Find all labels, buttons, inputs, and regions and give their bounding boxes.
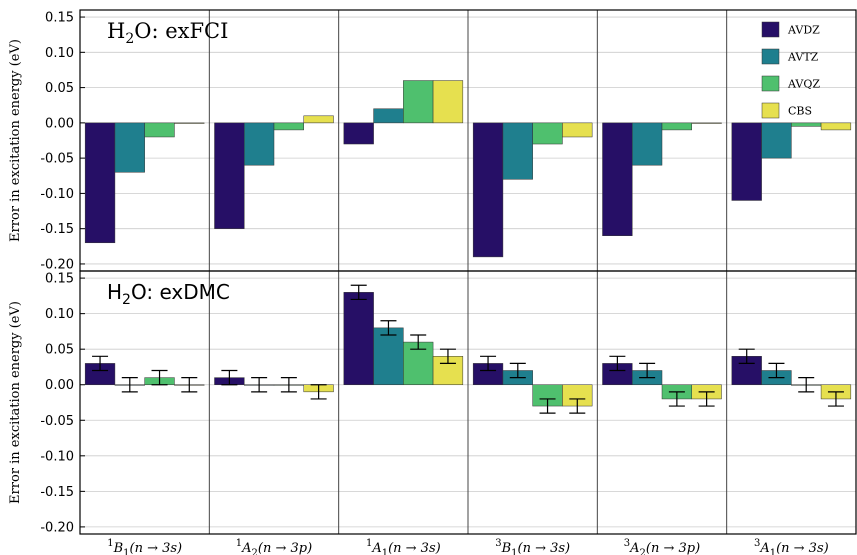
- term-multiplicity: 1: [236, 538, 242, 549]
- x-tick-label: 3A2(n → 3p): [624, 538, 700, 555]
- transition: (n → 3s): [130, 541, 183, 555]
- bar-cbs-4: [691, 122, 722, 124]
- legend-label: AVDZ: [787, 24, 820, 37]
- bar-avqz-4: [661, 122, 692, 131]
- panel-exfci: 0.15 0.10 0.05 0.00 -0.05 -0.10 -0.15 -0.20 H2O:…: [8, 9, 857, 272]
- title-post: O: exDMC: [131, 280, 230, 304]
- transition: (n → 3s): [776, 541, 829, 555]
- term-symbol: A: [371, 541, 381, 555]
- transition: (n → 3p): [646, 541, 700, 555]
- y-tick-label: 0.10: [45, 307, 74, 322]
- y-tick-label: 0.00: [45, 116, 74, 131]
- y-tick-label: 0.15: [45, 11, 74, 26]
- term-multiplicity: 3: [754, 538, 760, 549]
- bar-avqz-3: [532, 122, 563, 145]
- title-pre: H: [107, 280, 122, 304]
- y-tick-label: -0.05: [40, 152, 74, 167]
- legend-swatch-avtz: [761, 48, 780, 65]
- bar-avtz-5: [761, 122, 792, 159]
- bar-avqz-1: [273, 122, 304, 131]
- title-pre: H: [107, 19, 125, 43]
- bar-avdz-4: [602, 122, 633, 236]
- term-symbol: B: [501, 541, 512, 555]
- legend-label: AVQZ: [787, 78, 820, 91]
- legend-swatch-avdz: [761, 21, 780, 38]
- term-symbol: A: [759, 541, 769, 555]
- y-tick-label: -0.10: [40, 449, 74, 464]
- term-multiplicity: 3: [624, 538, 630, 549]
- term-multiplicity: 1: [366, 538, 372, 549]
- legend-label: AVTZ: [787, 51, 819, 64]
- y-tick-label: -0.15: [40, 485, 74, 500]
- term-multiplicity: 3: [495, 538, 501, 549]
- bar-avdz-2: [343, 122, 374, 145]
- x-tick-label: 3A1(n → 3s): [754, 538, 829, 555]
- legend-swatch-avqz: [761, 75, 780, 92]
- x-tick-label: 3B1(n → 3s): [495, 538, 570, 555]
- term-subscript: 1: [770, 548, 776, 555]
- bar-cbs-3: [562, 122, 593, 138]
- term-symbol: A: [241, 541, 251, 555]
- bar-avtz-4: [632, 122, 663, 166]
- bar-cbs-5: [820, 122, 852, 131]
- legend-label: CBS: [788, 105, 812, 118]
- legend: AVDZ AVTZ AVQZ CBS: [761, 21, 820, 119]
- panel-title: H2O: exFCI: [107, 19, 228, 47]
- bar-avtz-1: [244, 122, 275, 166]
- bar-avqz-5: [791, 122, 822, 127]
- term-subscript: 1: [382, 548, 388, 555]
- bar-avdz-0: [84, 122, 116, 244]
- bar-avdz-2: [343, 292, 374, 385]
- y-tick-label: -0.20: [40, 257, 74, 272]
- bar-avdz-1: [214, 122, 245, 229]
- term-subscript: 2: [252, 548, 258, 555]
- bar-avqz-0: [144, 122, 175, 138]
- y-tick-label: -0.10: [40, 187, 74, 202]
- panel-exdmc: 0.15 0.10 0.05 0.00 -0.05 -0.10 -0.15 -0.20 H2O:…: [8, 270, 857, 535]
- bar-avdz-3: [472, 122, 504, 258]
- bar-avtz-2: [373, 327, 404, 385]
- y-tick-label: 0.05: [45, 81, 74, 96]
- y-tick-label: 0.00: [45, 378, 74, 393]
- legend-swatch-cbs: [761, 102, 780, 119]
- transition: (n → 3p): [258, 541, 312, 555]
- bar-avqz-2: [403, 80, 434, 124]
- bar-avdz-5: [731, 122, 762, 201]
- y-tick-label: -0.15: [40, 222, 74, 237]
- title-post: O: exFCI: [134, 19, 228, 43]
- x-tick-label: 1A1(n → 3s): [366, 538, 441, 555]
- term-subscript: 1: [123, 548, 129, 555]
- x-tick-label: 1A2(n → 3p): [236, 538, 312, 555]
- x-tick-label: 1B1(n → 3s): [107, 538, 182, 555]
- bar-avtz-0: [114, 122, 145, 173]
- term-symbol: A: [629, 541, 639, 555]
- transition: (n → 3s): [518, 541, 571, 555]
- title-sub: 2: [125, 31, 134, 47]
- y-tick-label: -0.20: [40, 520, 74, 535]
- bar-cbs-2: [432, 80, 464, 124]
- term-multiplicity: 1: [107, 538, 113, 549]
- term-subscript: 2: [640, 548, 646, 555]
- y-axis-label: Error in excitation energy (eV): [8, 301, 23, 504]
- y-tick-label: 0.05: [45, 343, 74, 358]
- y-tick-label: 0.10: [45, 46, 74, 61]
- bar-cbs-0: [174, 122, 205, 124]
- plot-frame: [79, 270, 857, 535]
- y-tick-label: -0.05: [40, 414, 74, 429]
- bar-avtz-2: [373, 108, 404, 124]
- transition: (n → 3s): [388, 541, 441, 555]
- y-tick-label: 0.15: [45, 272, 74, 287]
- y-axis-label: Error in excitation energy (eV): [8, 39, 23, 242]
- term-symbol: B: [113, 541, 124, 555]
- bar-avtz-3: [502, 122, 533, 180]
- panel-title: H2O: exDMC: [107, 280, 230, 308]
- title-sub: 2: [122, 292, 131, 308]
- term-subscript: 1: [511, 548, 517, 555]
- bar-cbs-1: [303, 115, 334, 124]
